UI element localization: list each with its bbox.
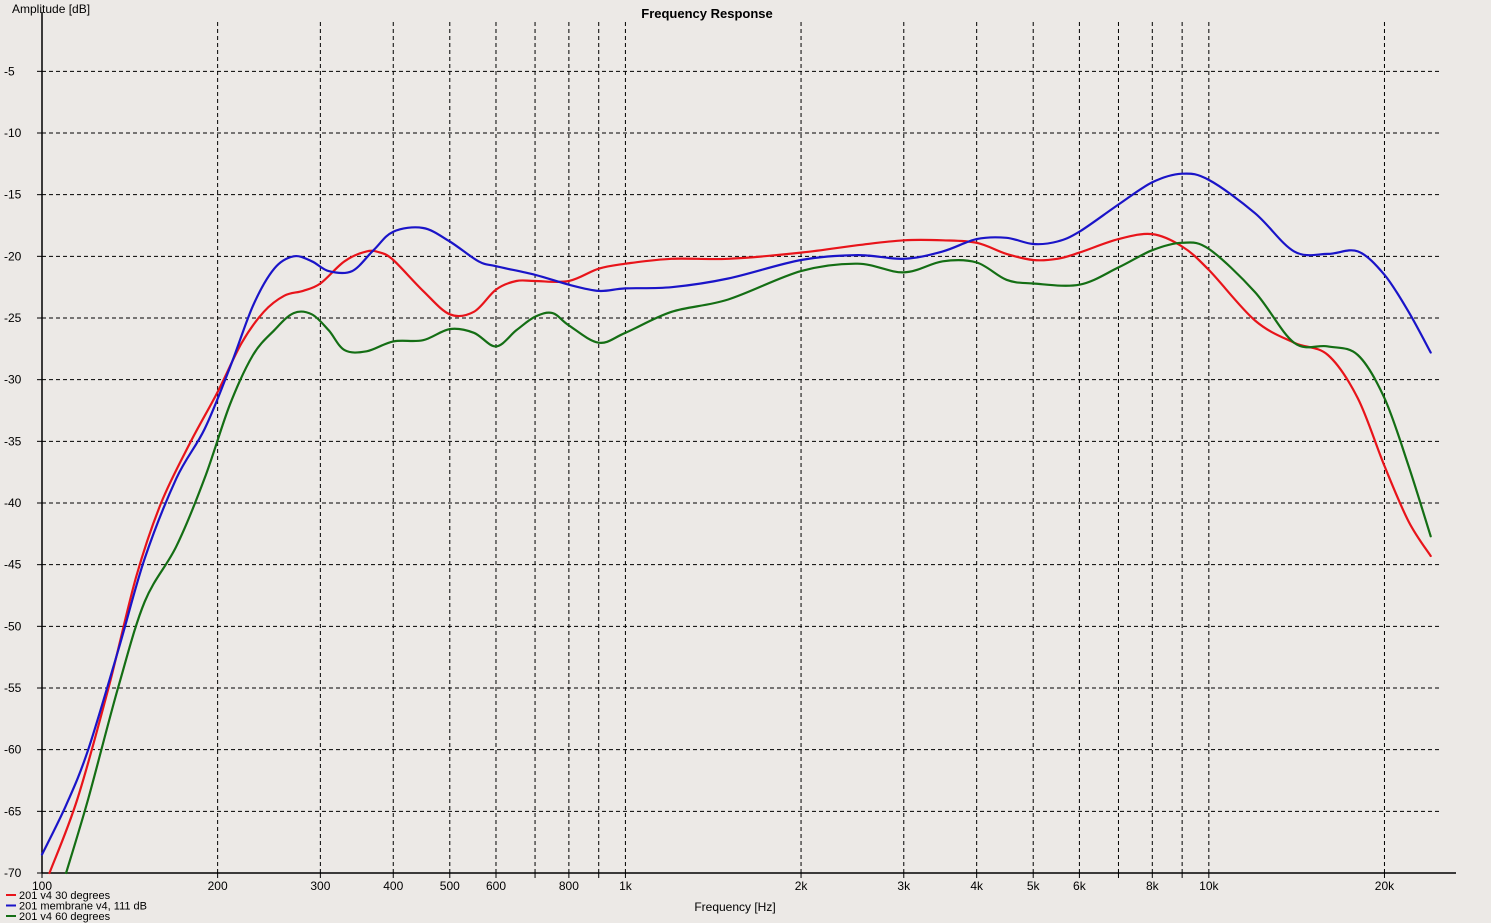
x-tick-label: 300 [310,879,330,893]
chart-title: Frequency Response [641,6,773,21]
y-tick-label: -50 [4,619,22,633]
y-tick-label: -70 [4,866,22,880]
x-tick-label: 20k [1375,879,1395,893]
x-tick-label: 4k [970,879,984,893]
series-line-1 [48,232,1432,875]
y-tick-label: -15 [4,188,22,202]
x-tick-label: 10k [1199,879,1219,893]
x-tick-label: 800 [559,879,579,893]
x-tick-label: 2k [795,879,809,893]
x-tick-label: 1k [619,879,633,893]
y-tick-label: -60 [4,743,22,757]
x-axis-title: Frequency [Hz] [694,900,775,914]
x-tick-label: 5k [1027,879,1041,893]
x-tick-label: 100 [32,879,52,893]
legend-label: 201 membrane v4, 111 dB [19,901,147,913]
y-axis-title: Amplitude [dB] [12,2,90,16]
y-tick-label: -35 [4,434,22,448]
axes: -5 -10 -15 -20 -25 -30 -35 -40 -45 -50 -55 -60 -65 -7… [4,12,1456,893]
y-tick-label: -25 [4,311,22,325]
x-tick-label: 8k [1146,879,1160,893]
grid [42,22,1441,873]
x-tick-label: 500 [440,879,460,893]
y-tick-label: -10 [4,126,22,140]
y-tick-label: -45 [4,558,22,572]
y-tick-label: -40 [4,496,22,510]
y-tick-label: -55 [4,681,22,695]
y-tick-label: -65 [4,804,22,818]
series-lines [40,172,1432,875]
x-tick-label: 6k [1073,879,1087,893]
x-tick-label: 600 [486,879,506,893]
y-tick-label: -20 [4,249,22,263]
x-tick-label: 200 [208,879,228,893]
series-line-2 [40,172,1432,856]
legend-label: 201 v4 60 degrees [19,911,111,923]
x-tick-label: 3k [897,879,911,893]
legend-label: 201 v4 30 degrees [19,890,111,902]
y-tick-label: -30 [4,373,22,387]
series-line-3 [65,241,1432,875]
y-tick-label: -5 [4,64,15,78]
x-tick-label: 400 [383,879,403,893]
